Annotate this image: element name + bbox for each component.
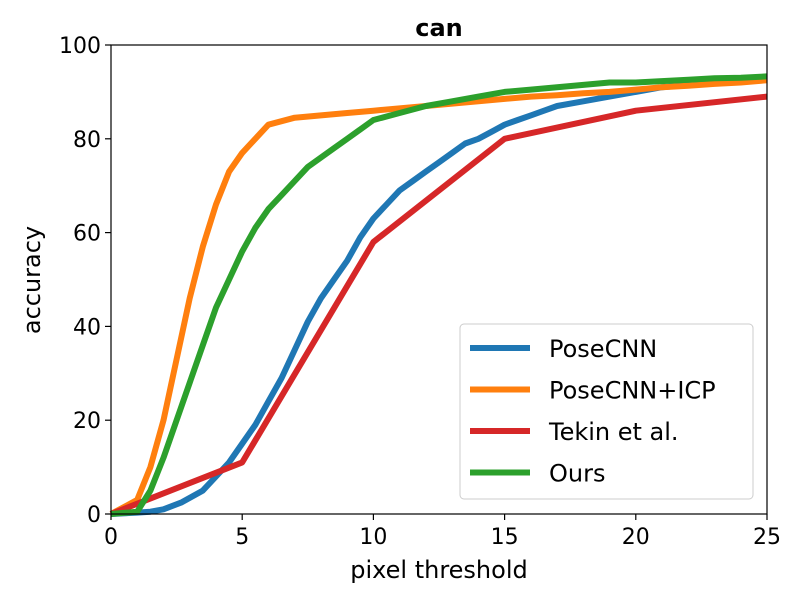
x-tick-label: 20 [622, 525, 650, 550]
y-tick-label: 80 [73, 128, 101, 153]
x-tick-label: 5 [235, 525, 249, 550]
x-tick-label: 15 [491, 525, 519, 550]
chart-title: can [415, 14, 463, 42]
y-tick-label: 40 [73, 315, 101, 340]
series-line-ours [110, 73, 768, 517]
x-tick-label: 25 [753, 525, 781, 550]
legend-label-ours: Ours [549, 460, 605, 488]
legend-label-posecnn: PoseCNN [549, 335, 657, 363]
legend-frame [459, 323, 754, 500]
legend-label-posecnn-icp: PoseCNN+ICP [549, 377, 716, 405]
y-tick-label: 0 [87, 503, 101, 528]
legend-label-tekin-et-al: Tekin et al. [548, 418, 679, 446]
series-layer [109, 73, 768, 517]
y-axis-ticks: 0 20 40 60 80 100 [59, 34, 111, 528]
y-tick-label: 20 [73, 409, 101, 434]
legend: PoseCNN PoseCNN+ICP Tekin et al. Ours [459, 323, 754, 500]
x-axis-label: pixel threshold [350, 556, 527, 584]
y-tick-label: 100 [59, 34, 101, 59]
x-tick-label: 0 [104, 525, 118, 550]
series-line-tekin-et-al [109, 93, 768, 517]
x-tick-label: 10 [359, 525, 387, 550]
y-tick-label: 60 [73, 222, 101, 247]
plot-frame [110, 44, 768, 515]
y-axis-label: accuracy [18, 226, 46, 334]
series-line-posecnn-icp [109, 77, 768, 517]
x-axis-ticks: 0 5 10 15 20 25 [104, 514, 781, 550]
